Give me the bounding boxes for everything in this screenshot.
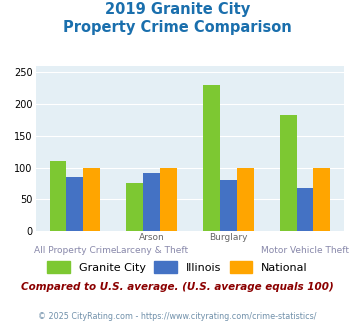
Bar: [66, 177, 83, 231]
Text: Property Crime Comparison: Property Crime Comparison: [63, 20, 292, 35]
Bar: [160, 168, 177, 231]
Bar: [296, 188, 313, 231]
Bar: [83, 168, 100, 231]
Bar: [126, 183, 143, 231]
Bar: [313, 168, 330, 231]
Text: Larceny & Theft: Larceny & Theft: [115, 246, 188, 255]
Bar: [143, 173, 160, 231]
Text: All Property Crime: All Property Crime: [34, 246, 116, 255]
Bar: [280, 115, 296, 231]
Text: 2019 Granite City: 2019 Granite City: [105, 2, 250, 16]
Text: Compared to U.S. average. (U.S. average equals 100): Compared to U.S. average. (U.S. average …: [21, 282, 334, 292]
Bar: [203, 85, 220, 231]
Legend: Granite City, Illinois, National: Granite City, Illinois, National: [43, 256, 312, 277]
Bar: [220, 180, 237, 231]
Text: Arson: Arson: [139, 233, 164, 242]
Bar: [237, 168, 253, 231]
Bar: [50, 161, 66, 231]
Text: © 2025 CityRating.com - https://www.cityrating.com/crime-statistics/: © 2025 CityRating.com - https://www.city…: [38, 312, 317, 321]
Text: Burglary: Burglary: [209, 233, 247, 242]
Text: Motor Vehicle Theft: Motor Vehicle Theft: [261, 246, 349, 255]
